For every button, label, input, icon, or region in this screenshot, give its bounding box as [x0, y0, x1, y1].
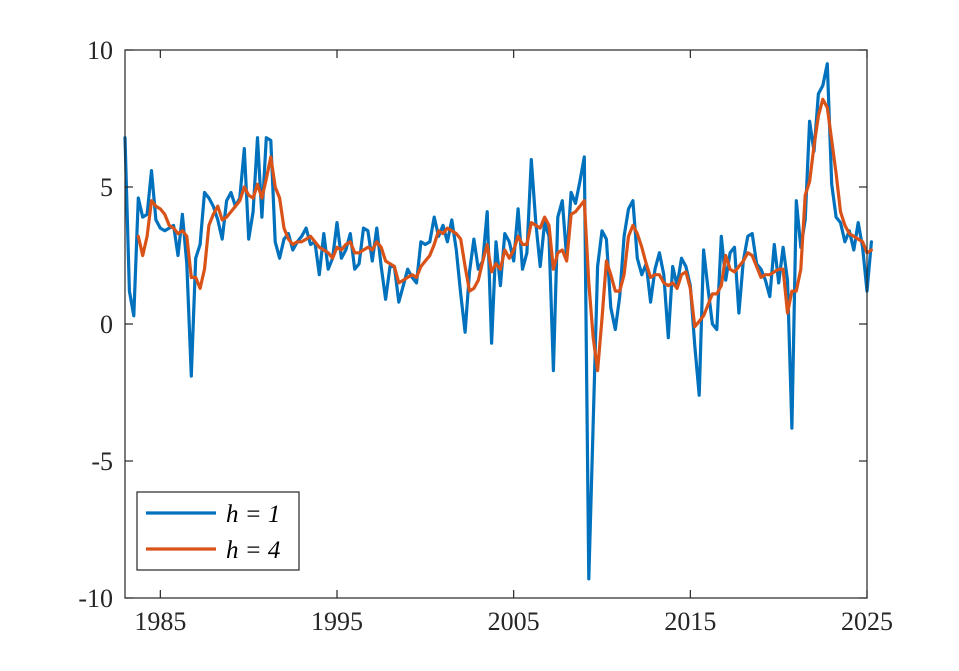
x-tick-label: 2025 — [841, 607, 893, 636]
y-tick-label: 10 — [87, 36, 113, 65]
legend: h = 1 h = 4 — [136, 491, 300, 571]
x-tick-label: 2015 — [664, 607, 716, 636]
x-tick-label: 2005 — [488, 607, 540, 636]
legend-box — [136, 491, 300, 571]
series-line-h4 — [136, 97, 873, 373]
axes-layer: 1985 1995 2005 2015 2025 -10 -5 0 5 10 — [78, 36, 893, 636]
legend-label-h4: h = 4 — [226, 537, 280, 564]
y-tick-label: -5 — [91, 447, 113, 476]
x-tick-label: 1995 — [311, 607, 363, 636]
y-tick-label: 5 — [100, 173, 113, 202]
series-line-h1 — [123, 62, 873, 581]
legend-label-h1: h = 1 — [226, 501, 280, 528]
y-tick-label: -10 — [78, 584, 113, 613]
y-tick-label: 0 — [100, 310, 113, 339]
series-layer — [123, 62, 873, 581]
x-tick-label: 1985 — [134, 607, 186, 636]
